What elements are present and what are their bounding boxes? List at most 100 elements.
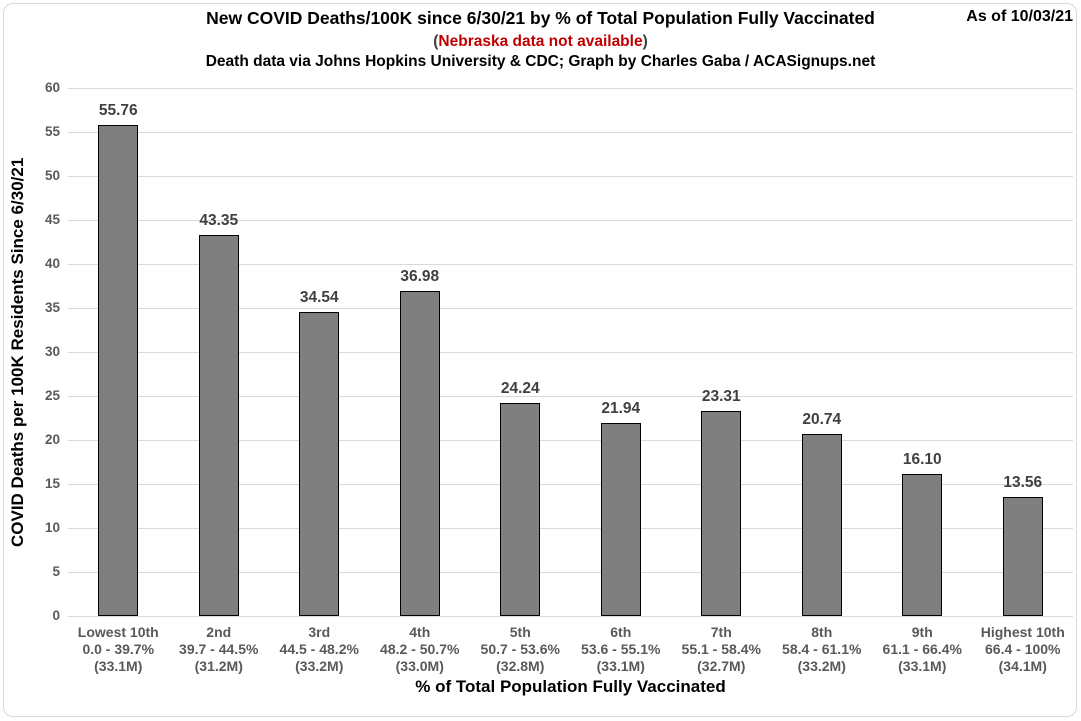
category-label: Lowest 10th 0.0 - 39.7% (33.1M) [68, 624, 169, 675]
bar-value-label: 34.54 [299, 289, 339, 307]
note-open-paren: ( [433, 33, 439, 50]
y-tick-label: 45 [44, 212, 60, 227]
bar [98, 125, 139, 616]
bar-slot: 20.74 [772, 88, 873, 616]
bar-slot: 13.56 [973, 88, 1074, 616]
y-tick-label: 5 [52, 564, 60, 579]
category-decile: 6th [610, 624, 632, 640]
category-label: 7th 55.1 - 58.4% (32.7M) [671, 624, 772, 675]
plot-area: 0 5 10 15 20 25 30 35 40 45 50 55 60 55.76 43.35 34.54… [45, 80, 1073, 623]
category-range: 44.5 - 48.2% [279, 641, 359, 657]
bar-slot: 21.94 [571, 88, 672, 616]
chart-subtitle: Death data via Johns Hopkins University … [205, 53, 876, 70]
category-decile: Lowest 10th [77, 624, 159, 640]
y-tick-label: 60 [44, 80, 60, 95]
bar-slot: 16.10 [872, 88, 973, 616]
category-population: (33.2M) [295, 658, 344, 674]
bar-value-label: 16.10 [902, 451, 942, 469]
bar [399, 290, 440, 616]
category-range: 55.1 - 58.4% [681, 641, 761, 657]
bar-series: 55.76 43.35 34.54 36.98 24.24 21.94 23.31 20.74… [68, 88, 1073, 616]
y-tick-label: 10 [44, 520, 60, 535]
bar-slot: 36.98 [370, 88, 471, 616]
y-tick-label: 30 [44, 344, 60, 359]
bar-slot: 55.76 [68, 88, 169, 616]
category-population: (33.2M) [797, 658, 846, 674]
y-tick-label: 55 [44, 124, 60, 139]
bar [701, 410, 742, 616]
category-decile: 5th [509, 624, 531, 640]
note-close-paren: ) [642, 33, 648, 50]
gridline [68, 615, 1073, 617]
category-population: (32.7M) [697, 658, 746, 674]
category-label: 4th 48.2 - 50.7% (33.0M) [370, 624, 471, 675]
bar-value-label: 21.94 [601, 399, 641, 417]
y-tick-label: 0 [52, 608, 60, 623]
category-range: 50.7 - 53.6% [480, 641, 560, 657]
bar-slot: 24.24 [470, 88, 571, 616]
category-label: 6th 53.6 - 55.1% (33.1M) [571, 624, 672, 675]
category-population: (34.1M) [998, 658, 1047, 674]
bar [801, 433, 842, 616]
gridline [68, 263, 1073, 265]
gridline [68, 483, 1073, 485]
bar-value-label: 43.35 [199, 211, 239, 229]
category-population: (33.1M) [596, 658, 645, 674]
bar [299, 312, 340, 616]
gridline [68, 87, 1073, 89]
gridline [68, 351, 1073, 353]
category-decile: 9th [911, 624, 933, 640]
y-tick-label: 50 [44, 168, 60, 183]
gridline [68, 527, 1073, 529]
category-decile: Highest 10th [980, 624, 1065, 640]
y-tick-label: 20 [44, 432, 60, 447]
bar [500, 402, 541, 616]
category-range: 53.6 - 55.1% [581, 641, 661, 657]
bar-value-label: 20.74 [802, 410, 842, 428]
x-axis-category-labels: Lowest 10th 0.0 - 39.7% (33.1M) 2nd 39.7 - 4… [68, 624, 1073, 675]
bar-value-label: 23.31 [701, 387, 741, 405]
y-tick-label: 35 [44, 300, 60, 315]
bar-slot: 34.54 [269, 88, 370, 616]
category-decile: 4th [409, 624, 431, 640]
as-of-date-label: As of 10/03/21 [960, 8, 1073, 26]
bar [198, 234, 239, 616]
category-population: (31.2M) [194, 658, 243, 674]
bar-value-label: 36.98 [400, 267, 440, 285]
gridline [68, 571, 1073, 573]
chart-title: New COVID Deaths/100K since 6/30/21 by %… [206, 8, 875, 28]
category-label: 9th 61.1 - 66.4% (33.1M) [872, 624, 973, 675]
chart-note: (Nebraska data not available) [0, 33, 1081, 51]
category-range: 39.7 - 44.5% [179, 641, 259, 657]
y-tick-label: 15 [44, 476, 60, 491]
category-range: 0.0 - 39.7% [82, 641, 155, 657]
category-label: 5th 50.7 - 53.6% (32.8M) [470, 624, 571, 675]
bar-slot: 43.35 [169, 88, 270, 616]
bar-value-label: 13.56 [1003, 473, 1043, 491]
bar [600, 422, 641, 616]
nebraska-note: Nebraska data not available [438, 33, 643, 50]
bar [902, 474, 943, 616]
category-population: (32.8M) [496, 658, 545, 674]
category-range: 48.2 - 50.7% [380, 641, 460, 657]
gridline [68, 219, 1073, 221]
gridline [68, 175, 1073, 177]
category-range: 58.4 - 61.1% [782, 641, 862, 657]
bar [1002, 496, 1043, 616]
y-tick-label: 40 [44, 256, 60, 271]
gridline [68, 395, 1073, 397]
category-decile: 2nd [206, 624, 232, 640]
category-population: (33.0M) [395, 658, 444, 674]
bar-value-label: 24.24 [500, 379, 540, 397]
category-population: (33.1M) [898, 658, 947, 674]
category-label: 8th 58.4 - 61.1% (33.2M) [772, 624, 873, 675]
category-population: (33.1M) [94, 658, 143, 674]
category-decile: 8th [811, 624, 833, 640]
bar-value-label: 55.76 [98, 102, 138, 120]
gridline [68, 307, 1073, 309]
category-label: 2nd 39.7 - 44.5% (31.2M) [169, 624, 270, 675]
y-tick-label: 25 [44, 388, 60, 403]
category-decile: 7th [710, 624, 732, 640]
bar-slot: 23.31 [671, 88, 772, 616]
